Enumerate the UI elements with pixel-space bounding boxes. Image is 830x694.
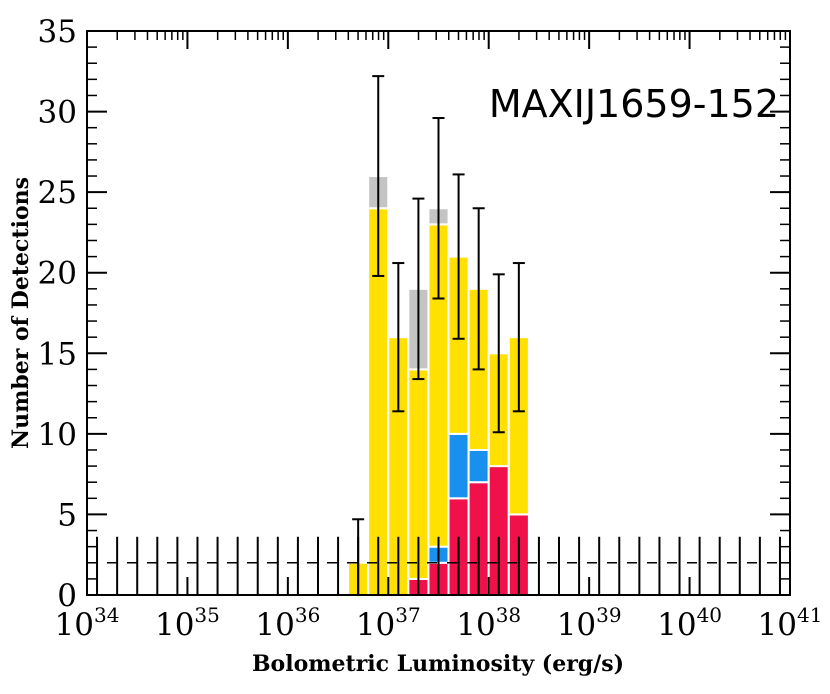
error-bars-layer <box>352 75 525 596</box>
bars-layer <box>347 175 530 597</box>
x-tick-label-exponent: 39 <box>596 603 621 627</box>
x-tick-label-base: 10 <box>155 607 194 643</box>
x-tick-labels: 1034 1035 1036 1037 1038 1039 1040 1041 <box>55 603 823 643</box>
x-tick-label-exponent: 36 <box>295 603 320 627</box>
y-tick-label: 5 <box>57 497 77 533</box>
x-tick-label: 1039 <box>557 603 622 643</box>
x-tick-label-exponent: 41 <box>797 603 822 627</box>
x-tick-label-base: 10 <box>758 607 797 643</box>
x-axis-label: Bolometric Luminosity (erg/s) <box>252 651 624 677</box>
x-tick-label: 1035 <box>155 603 220 643</box>
x-tick-label-exponent: 35 <box>194 603 219 627</box>
x-tick-label-base: 10 <box>356 607 395 643</box>
x-tick-label: 1037 <box>356 603 421 643</box>
x-tick-label-exponent: 37 <box>395 603 420 627</box>
x-tick-label: 1034 <box>55 603 120 643</box>
x-tick-label-exponent: 40 <box>697 603 722 627</box>
x-tick-label: 1040 <box>657 603 722 643</box>
upper-limits-layer <box>87 536 790 595</box>
source-annotation: MAXIJ1659-152 <box>489 82 779 126</box>
y-tick-label: 35 <box>38 14 77 50</box>
x-tick-label-base: 10 <box>456 607 495 643</box>
x-tick-label-base: 10 <box>657 607 696 643</box>
y-tick-label: 20 <box>38 256 77 292</box>
y-tick-label: 10 <box>38 417 77 453</box>
x-tick-label-exponent: 34 <box>94 603 119 627</box>
x-tick-label-base: 10 <box>557 607 596 643</box>
x-tick-label-base: 10 <box>55 607 94 643</box>
x-tick-label: 1038 <box>456 603 521 643</box>
bar-segment-5-1 <box>447 432 470 500</box>
bar-segment-6-1 <box>467 448 490 484</box>
y-tick-label: 0 <box>57 578 77 614</box>
x-tick-label: 1041 <box>758 603 823 643</box>
x-tick-label: 1036 <box>255 603 320 643</box>
y-tick-label: 15 <box>38 336 77 372</box>
axis-ticks-layer <box>86 30 791 596</box>
x-tick-label-exponent: 38 <box>496 603 521 627</box>
y-axis-label: Number of Detections <box>8 177 34 449</box>
y-tick-labels: 0 5 10 15 20 25 30 35 <box>38 14 77 614</box>
y-tick-label: 30 <box>38 95 77 131</box>
y-tick-label: 25 <box>38 175 77 211</box>
plot-frame <box>86 30 791 596</box>
x-tick-label-base: 10 <box>255 607 294 643</box>
